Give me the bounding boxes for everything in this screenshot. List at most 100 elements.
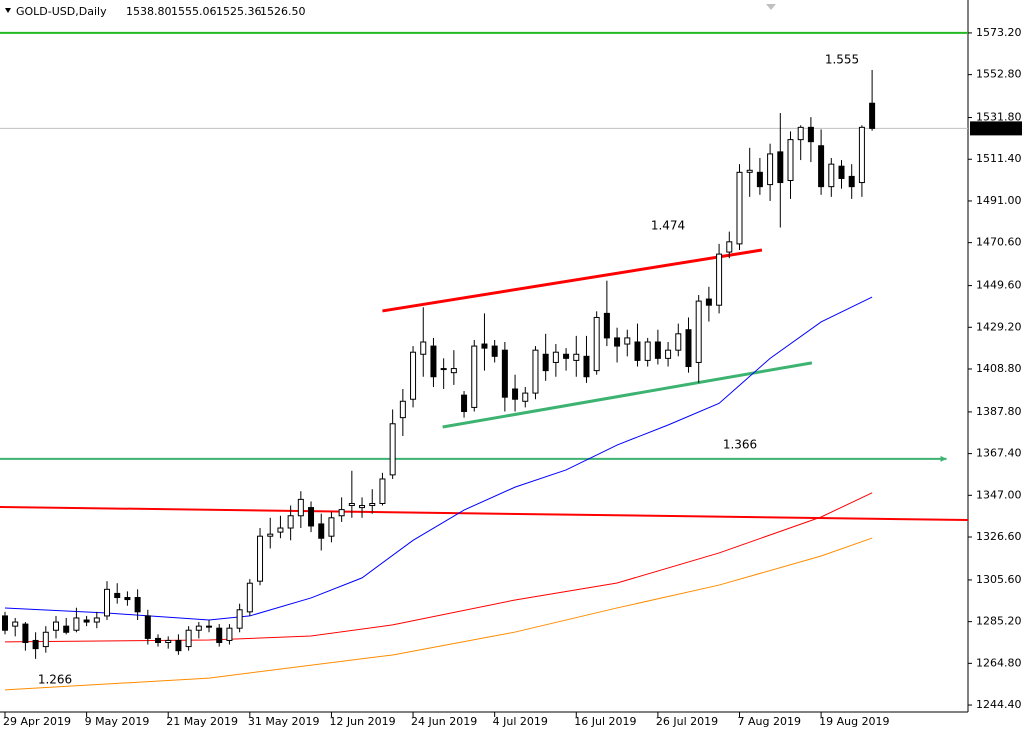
candle-body [522,392,529,402]
candle-body [267,533,274,537]
y-tick-label: 1305.60 [976,573,1022,586]
y-tick-label: 1573.20 [976,26,1022,39]
y-tick-label: 1347.00 [976,488,1022,501]
candle-body [858,126,865,184]
candle-body [634,341,641,361]
candle-body [542,353,549,372]
candle-body [685,329,692,368]
candle-body [736,171,743,245]
candle-body [389,423,396,476]
x-tick-label: 12 Jun 2019 [329,715,395,728]
y-tick-label: 1531.80 [976,111,1022,124]
candle-body [155,637,162,643]
candle-body [226,627,233,641]
annotation: 1.366 [723,438,757,452]
candle-body [838,165,845,179]
x-tick-label: 9 May 2019 [85,715,150,728]
candle-body [440,368,447,371]
candle-body [430,345,437,378]
candle-body [195,625,202,631]
candle-body [716,253,723,306]
candle-body [12,621,19,627]
candle-body [297,498,304,517]
candle-body [644,341,651,361]
candle-body [216,627,223,643]
chart-title: GOLD-USD,Daily [16,5,107,18]
y-tick-label: 1429.20 [976,320,1022,333]
x-tick-label: 4 Jul 2019 [493,715,548,728]
candle-body [257,535,264,582]
candle-body [481,343,488,349]
candle-body [767,153,774,186]
candle-body [420,341,427,355]
candle-body [756,171,763,188]
candle-body [1,615,8,631]
candle-body [777,151,784,184]
y-tick-label: 1387.80 [976,405,1022,418]
candle-body [53,621,60,631]
moving-average [4,537,873,691]
y-tick-label: 1552.80 [976,68,1022,81]
x-tick-label: 7 Aug 2019 [737,715,800,728]
candle-body [124,597,131,601]
candle-body [471,345,478,408]
candle-body [848,175,855,188]
candle-body [328,517,335,537]
y-tick-label: 1285.20 [976,615,1022,628]
candle-body [573,353,580,361]
candle-body [695,300,702,363]
candle-body [491,345,498,357]
candle-body [726,241,733,253]
x-tick-label: 19 Aug 2019 [819,715,889,728]
candle-body [359,505,366,509]
candle-body [22,623,29,643]
y-tick-label: 1470.60 [976,236,1022,249]
candle-body [277,527,284,533]
candle-body [563,353,570,359]
candle-body [654,341,661,359]
candle-body [501,349,508,398]
candle-body [185,629,192,648]
x-tick-label: 31 May 2019 [248,715,320,728]
y-tick-label: 1511.40 [976,152,1022,165]
candle-body [134,597,141,613]
candle-body [287,515,294,529]
candle-body [410,351,417,400]
candle-body [236,609,243,629]
candle-body [318,523,325,539]
x-tick-label: 24 Jun 2019 [411,715,477,728]
x-tick-label: 29 Apr 2019 [3,715,71,728]
candle-body [614,337,621,347]
candle-body [114,592,121,599]
x-tick-label: 26 Jul 2019 [656,715,718,728]
shift-marker [766,4,776,10]
header-value: 1555.06 [171,5,217,18]
price-tag [970,121,1022,136]
moving-average [4,492,873,643]
candle-body [83,619,90,623]
candle-body [32,639,39,650]
candle-body [583,355,590,378]
y-tick-label: 1449.60 [976,279,1022,292]
candle-body [63,625,70,633]
annotation: 1.266 [38,673,72,687]
annotation: 1.474 [651,219,685,233]
candle-body [532,349,539,394]
candle-body [175,639,182,652]
candle-body [338,509,345,517]
candle-body [246,582,253,613]
menu-arrow[interactable] [5,8,11,13]
candle-body [399,400,406,419]
candle-body [206,625,213,628]
candle-body [807,126,814,143]
candle-body [624,337,631,345]
candle-body [73,617,80,631]
candle-body [552,351,559,363]
candle-body [42,631,49,648]
drawn-line [442,361,813,429]
header-value: 1525.36 [216,5,262,18]
candle-body [348,502,355,507]
candle-body [675,333,682,351]
